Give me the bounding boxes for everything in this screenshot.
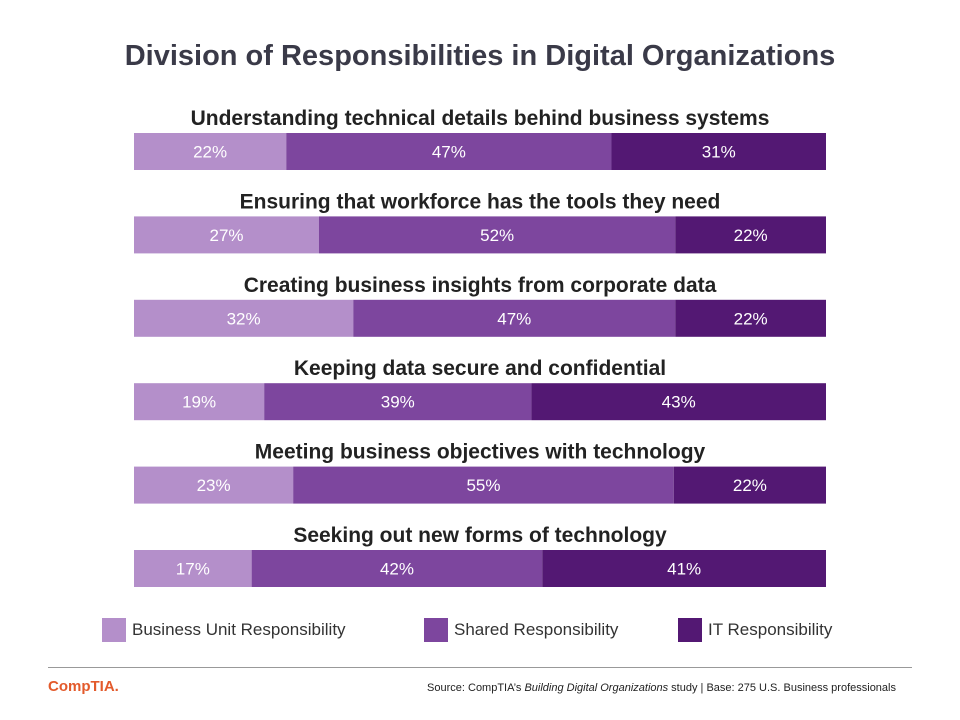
comptia-logo: CompTIA.: [48, 678, 119, 695]
bar-value-label: 47%: [432, 143, 466, 162]
bar-value-label: 27%: [209, 226, 243, 245]
bar-value-label: 43%: [662, 393, 696, 412]
bar-value-label: 23%: [197, 476, 231, 495]
legend-item-business-unit: Business Unit Responsibility: [102, 617, 346, 643]
bar-segment: [134, 550, 252, 587]
legend: Business Unit Responsibility Shared Resp…: [102, 617, 862, 643]
legend-label-shared: Shared Responsibility: [454, 620, 619, 639]
legend-swatch-shared: [424, 618, 448, 642]
source-prefix: Source: CompTIA’s: [427, 682, 525, 694]
bar-value-label: 22%: [733, 476, 767, 495]
legend-swatch-business-unit: [102, 618, 126, 642]
bar-segment: [134, 133, 287, 170]
bar-segment: [286, 133, 612, 170]
legend-item-shared: Shared Responsibility: [424, 617, 618, 643]
bar-value-label: 47%: [497, 309, 531, 328]
bar-value-label: 42%: [380, 560, 414, 579]
bar-value-label: 22%: [193, 143, 227, 162]
legend-swatch-it: [678, 618, 702, 642]
bar-segment: [264, 383, 532, 421]
bar-segment: [318, 216, 676, 254]
source-suffix: study | Base: 275 U.S. Business professi…: [668, 682, 896, 694]
bar-segment: [251, 550, 543, 587]
bar-value-label: 19%: [182, 393, 216, 412]
source-study: Building Digital Organizations: [524, 682, 669, 694]
category-label: Ensuring that workforce has the tools th…: [240, 190, 721, 213]
legend-item-it: IT Responsibility: [678, 617, 832, 643]
category-label: Keeping data secure and confidential: [294, 357, 666, 380]
bar-value-label: 55%: [466, 476, 500, 495]
bar-value-label: 39%: [381, 393, 415, 412]
source-note: Source: CompTIA’s Building Digital Organ…: [427, 682, 896, 694]
bar-segment: [675, 299, 826, 337]
bar-segment: [134, 383, 265, 421]
category-label: Understanding technical details behind b…: [191, 107, 770, 130]
bar-segment: [673, 466, 826, 504]
bar-value-label: 22%: [734, 226, 768, 245]
bar-segment: [134, 216, 319, 254]
bar-segment: [675, 216, 826, 254]
bar-segment: [611, 133, 826, 170]
stacked-bar-chart: Understanding technical details behind b…: [134, 107, 826, 587]
bar-value-label: 22%: [734, 309, 768, 328]
bar-segment: [134, 299, 354, 337]
category-label: Meeting business objectives with technol…: [255, 441, 706, 464]
bar-segment: [293, 466, 674, 504]
bar-segment: [134, 466, 294, 504]
bar-segment: [542, 550, 826, 587]
bar-value-label: 32%: [227, 309, 261, 328]
bar-segment: [531, 383, 826, 421]
bar-segment: [353, 299, 676, 337]
legend-label-it: IT Responsibility: [708, 620, 833, 639]
category-label: Creating business insights from corporat…: [244, 274, 717, 297]
bar-value-label: 41%: [667, 560, 701, 579]
bar-value-label: 52%: [480, 226, 514, 245]
bar-value-label: 31%: [702, 143, 736, 162]
chart-title: Division of Responsibilities in Digital …: [124, 40, 836, 72]
legend-label-business-unit: Business Unit Responsibility: [132, 620, 346, 639]
category-label: Seeking out new forms of technology: [293, 524, 667, 547]
bar-value-label: 17%: [176, 560, 210, 579]
footer-divider: [48, 667, 912, 668]
